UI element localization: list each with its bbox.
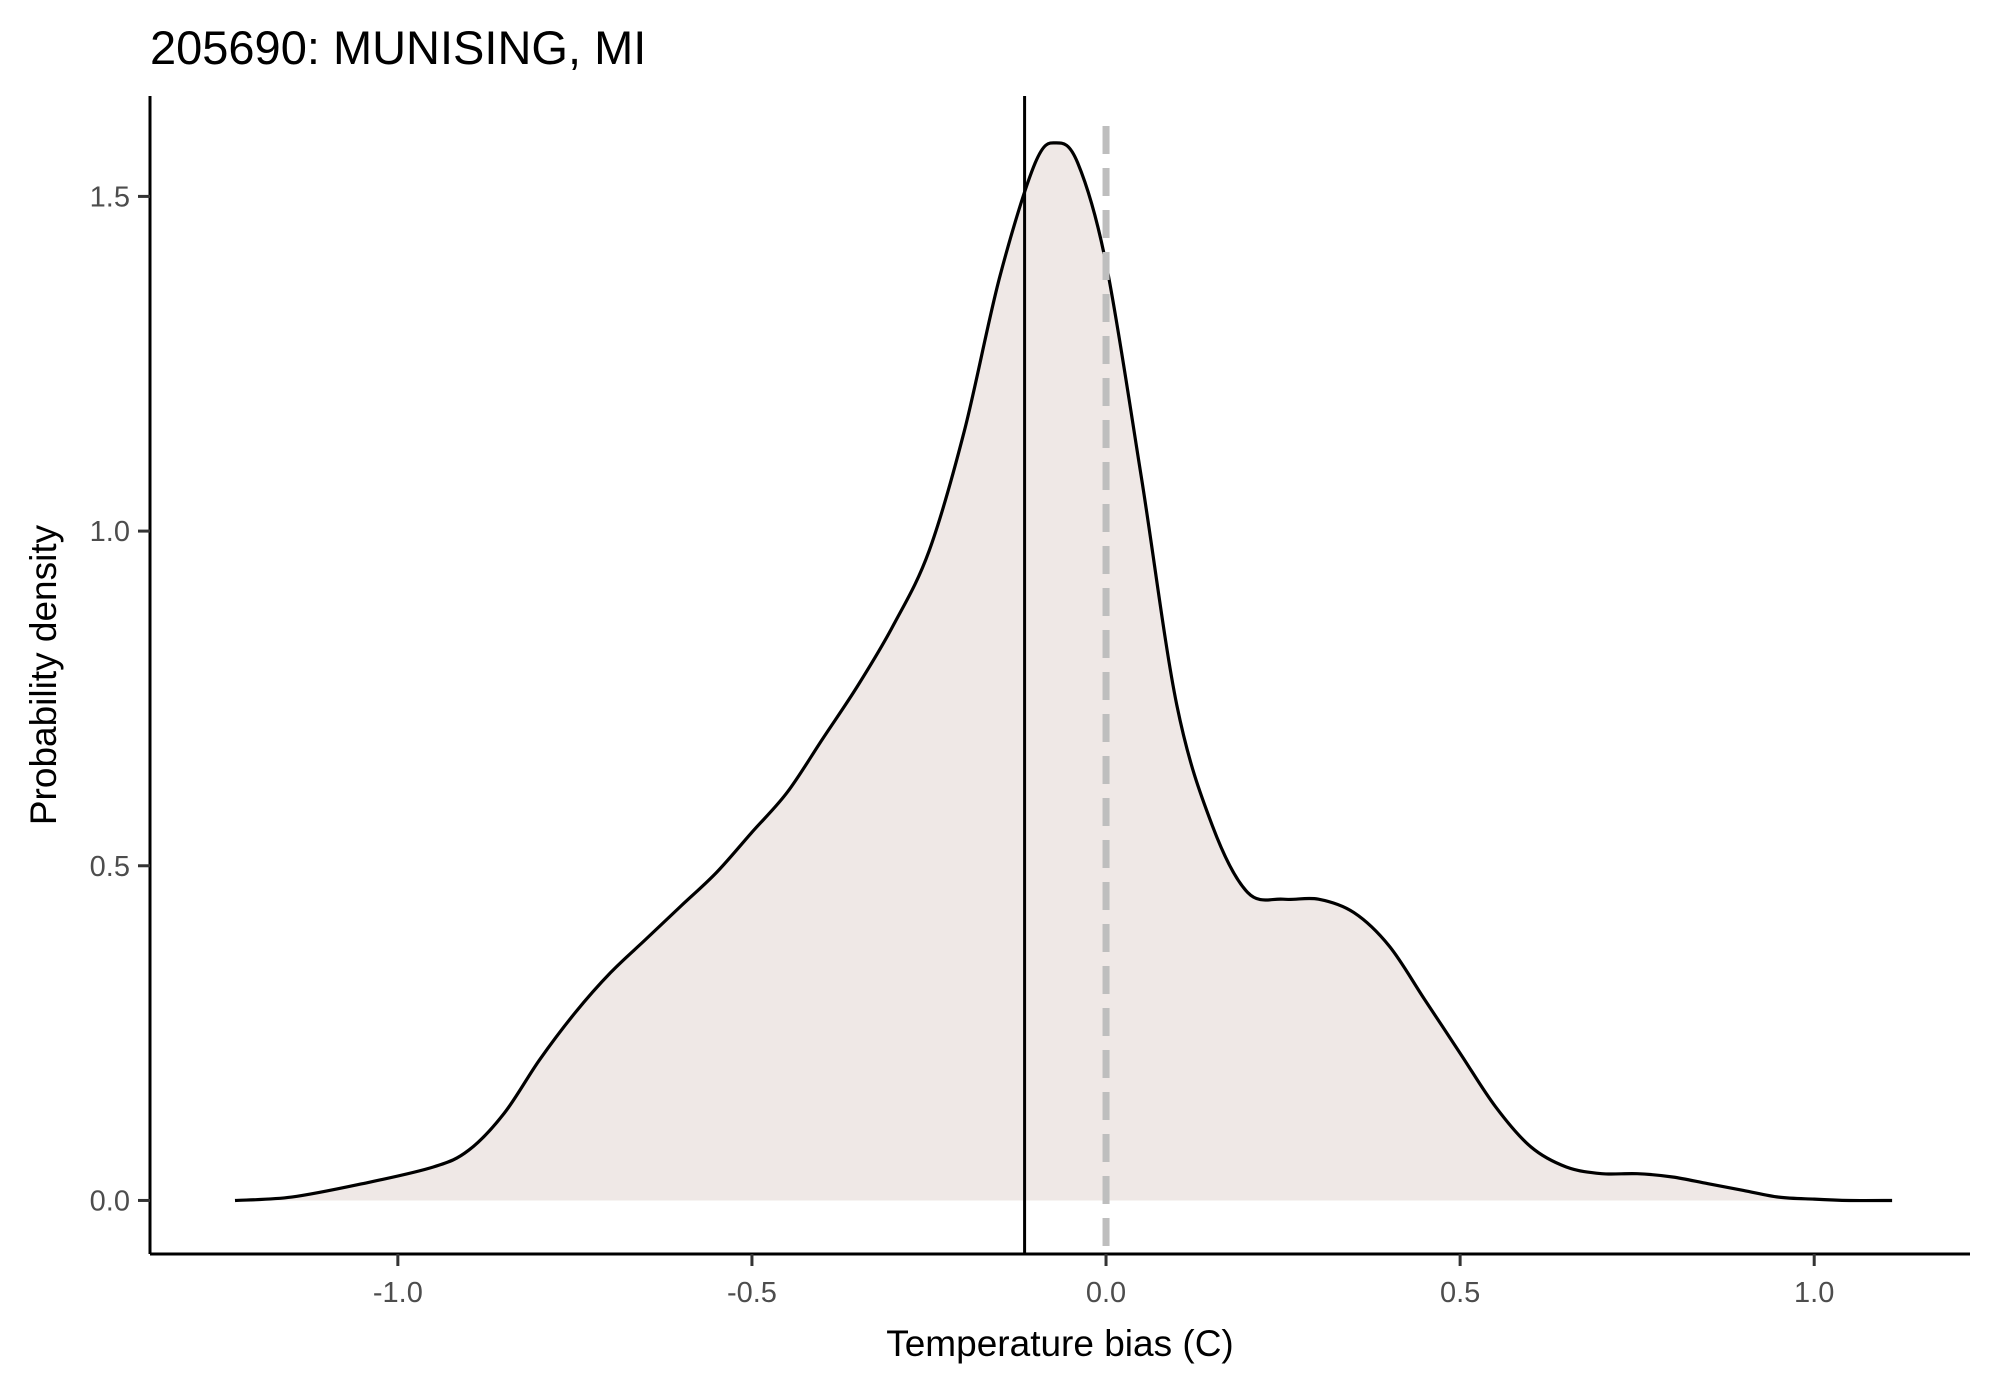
y-axis-title: Probability density <box>23 524 64 825</box>
y-tick-label: 1.0 <box>90 516 130 548</box>
y-tick-label: 0.0 <box>90 1185 130 1217</box>
density-curve-0 <box>234 141 1893 1203</box>
x-axis-title: Temperature bias (C) <box>886 1323 1234 1364</box>
density-area-0 <box>235 142 1893 1201</box>
x-axis-ticks: -1.0 -0.5 0.0 0.5 1.0 <box>373 1254 1834 1309</box>
y-tick-label: 1.5 <box>90 181 130 213</box>
plot-area <box>234 96 1893 1254</box>
x-tick-label: 0.5 <box>1440 1277 1480 1309</box>
chart-title: 205690: MUNISING, MI <box>150 21 646 74</box>
x-tick-label: 1.0 <box>1794 1277 1834 1309</box>
x-tick-label: 0.0 <box>1086 1277 1126 1309</box>
y-tick-label: 0.5 <box>90 851 130 883</box>
x-tick-label: -1.0 <box>373 1277 423 1309</box>
y-axis-ticks: 0.0 0.5 1.0 1.5 <box>90 181 150 1217</box>
x-tick-label: -0.5 <box>727 1277 777 1309</box>
